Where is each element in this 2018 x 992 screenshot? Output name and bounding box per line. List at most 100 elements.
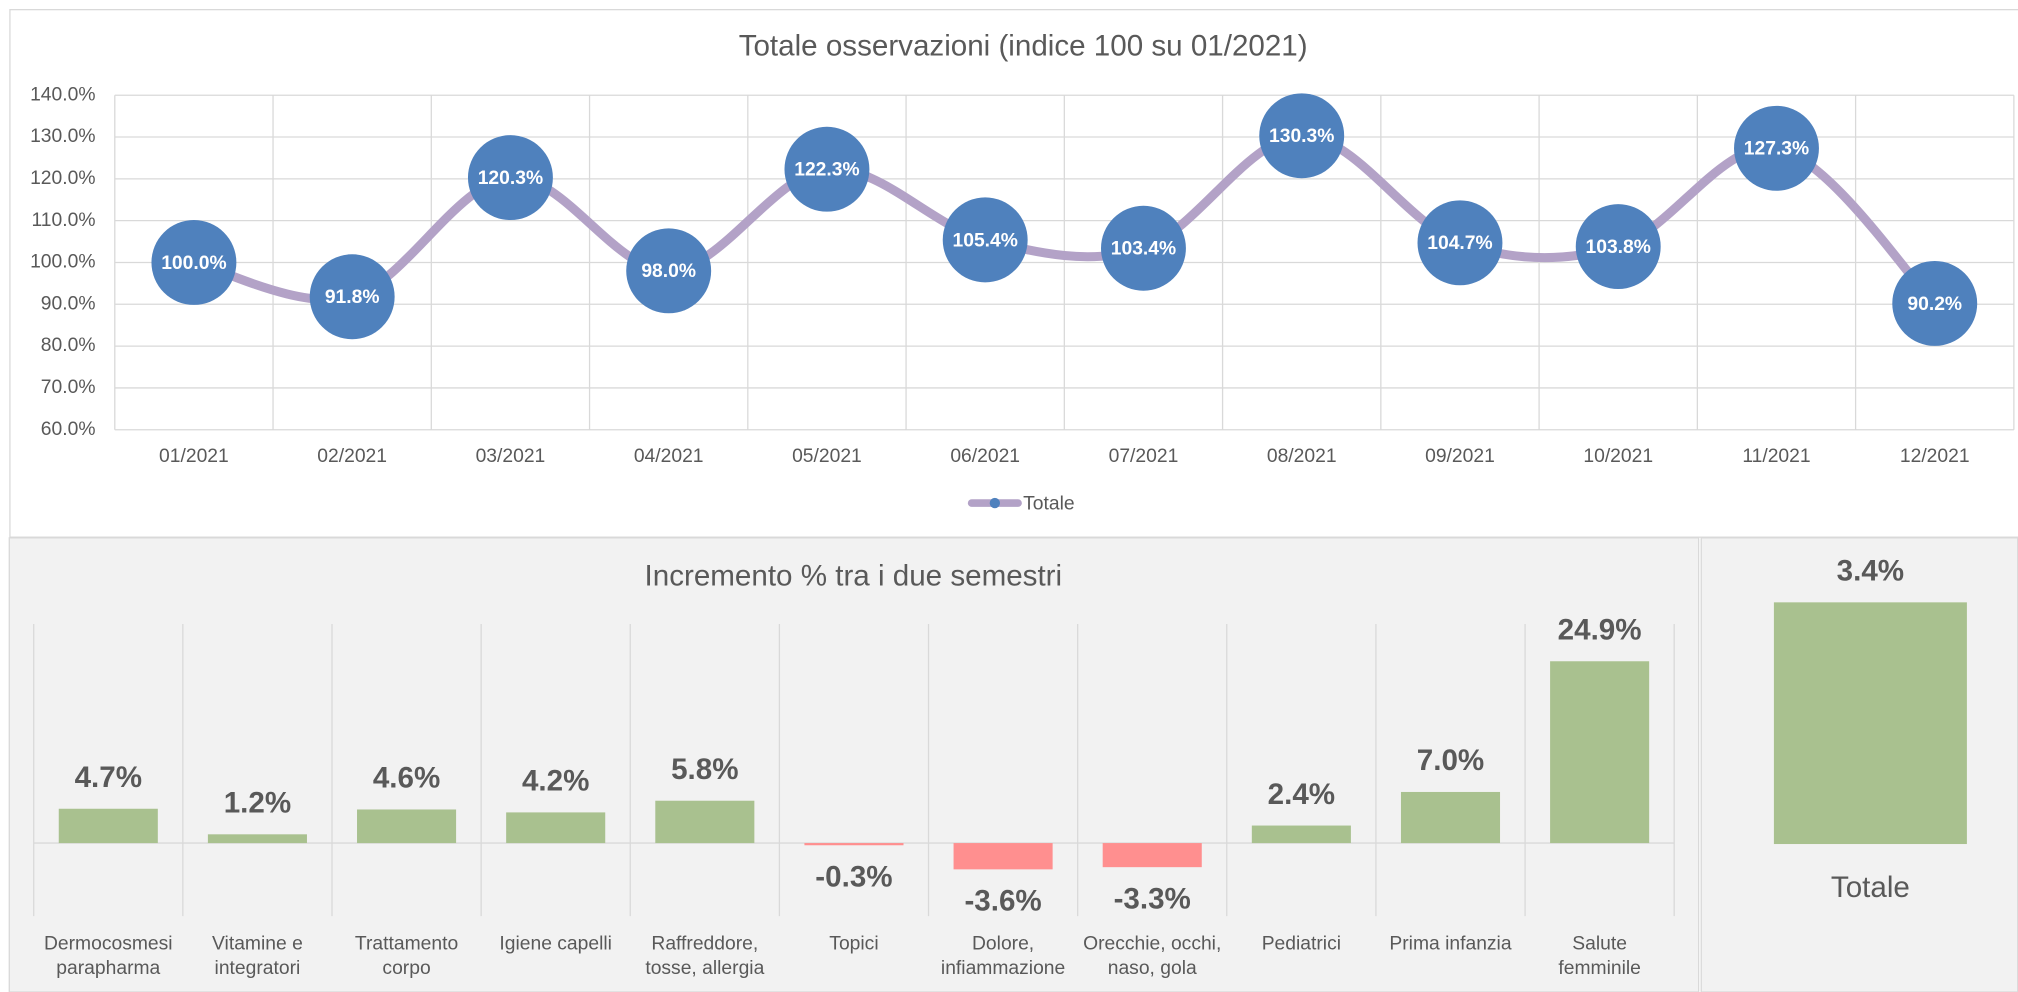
x-tick-label: 09/2021 — [1425, 446, 1495, 467]
label-line: femminile — [1558, 958, 1641, 979]
data-label: 4.2% — [522, 765, 589, 798]
marker — [942, 197, 1028, 283]
chart-title: Totale osservazioni (indice 100 su 01/20… — [739, 29, 1308, 62]
label-line: tosse, allergia — [645, 958, 764, 979]
x-tick-label: Totale — [1831, 871, 1910, 904]
bar — [1251, 825, 1351, 844]
data-label: -0.3% — [815, 861, 892, 894]
bar — [804, 843, 904, 846]
x-tick-label: 01/2021 — [159, 446, 229, 467]
label-line: Pediatrici — [1262, 933, 1341, 954]
data-label: 100.0% — [161, 253, 226, 274]
label-line: Orecchie, occhi, — [1083, 933, 1221, 954]
label-line: integratori — [215, 958, 301, 979]
marker — [784, 126, 870, 212]
label-line: naso, gola — [1108, 958, 1197, 979]
label-line: Dolore, — [972, 933, 1034, 954]
data-label: -3.6% — [964, 885, 1041, 918]
bar-panel — [8, 537, 1700, 992]
data-label: 103.8% — [1586, 237, 1651, 258]
label-line: Prima infanzia — [1389, 933, 1511, 954]
marker — [1892, 260, 1978, 346]
bar — [58, 808, 158, 844]
x-tick-label: Igiene capelli — [499, 933, 612, 954]
marker — [1575, 204, 1661, 290]
y-tick-label: 100.0% — [30, 252, 95, 273]
y-tick-label: 60.0% — [41, 419, 96, 440]
x-tick-label: 02/2021 — [317, 446, 387, 467]
x-tick-label: 12/2021 — [1900, 446, 1970, 467]
data-label: 4.7% — [75, 761, 142, 794]
legend-label: Totale — [1023, 493, 1074, 514]
data-label: 1.2% — [224, 787, 291, 820]
y-tick-label: 110.0% — [32, 210, 96, 231]
data-label: 5.8% — [671, 753, 738, 786]
marker — [309, 254, 395, 340]
label-line: infiammazione — [941, 958, 1065, 979]
x-tick-label: 06/2021 — [950, 446, 1020, 467]
x-tick-label: Salute femminile — [1558, 933, 1641, 978]
y-tick-label: 90.0% — [41, 293, 96, 314]
label-line: Topici — [829, 933, 878, 954]
x-tick-label: 04/2021 — [634, 446, 704, 467]
bar — [1400, 791, 1501, 844]
bar — [655, 800, 755, 844]
x-tick-label: Vitamine e integratori — [212, 933, 303, 978]
label-line: Dermocosmesi — [44, 933, 173, 954]
data-label: -3.3% — [1114, 882, 1191, 915]
marker — [1417, 200, 1503, 286]
y-tick-label: 80.0% — [41, 335, 96, 356]
y-tick-label: 130.0% — [30, 126, 95, 147]
data-label: 2.4% — [1268, 778, 1335, 811]
data-label: 130.3% — [1269, 126, 1334, 147]
data-label: 3.4% — [1837, 555, 1904, 588]
data-label: 4.6% — [373, 762, 440, 795]
y-tick-label: 70.0% — [41, 377, 96, 398]
x-tick-label: Raffreddore, tosse, allergia — [645, 933, 764, 978]
data-label: 103.4% — [1111, 239, 1176, 260]
label-line: Trattamento — [355, 933, 458, 954]
data-label: 122.3% — [794, 160, 859, 181]
marker — [467, 135, 553, 221]
bar — [1773, 602, 1967, 845]
data-label: 90.2% — [1907, 294, 1962, 315]
x-tick-label: Pediatrici — [1262, 933, 1341, 954]
x-tick-label: 11/2021 — [1742, 446, 1810, 467]
bar — [207, 834, 307, 844]
x-tick-label: 03/2021 — [476, 446, 546, 467]
legend-marker — [989, 497, 1000, 509]
bar — [506, 812, 606, 844]
x-tick-label: 05/2021 — [792, 446, 862, 467]
x-tick-label: Orecchie, occhi, naso, gola — [1083, 933, 1221, 978]
x-tick-label: 08/2021 — [1267, 446, 1337, 467]
marker — [1100, 205, 1186, 291]
x-tick-label: Dolore, infiammazione — [941, 933, 1065, 978]
chart-title: Incremento % tra i due semestri — [645, 560, 1063, 593]
data-label: 127.3% — [1744, 139, 1809, 160]
data-label: 91.8% — [325, 287, 380, 308]
data-label: 98.0% — [641, 261, 696, 282]
bar — [953, 843, 1053, 870]
marker — [1734, 105, 1819, 191]
marker — [626, 228, 712, 314]
label-line: Salute — [1572, 933, 1627, 954]
data-label: 7.0% — [1417, 744, 1484, 777]
bar — [1550, 661, 1650, 844]
label-line: corpo — [382, 958, 430, 979]
data-label: 104.7% — [1427, 233, 1492, 254]
bar — [1102, 843, 1202, 868]
x-tick-label: Trattamento corpo — [355, 933, 458, 978]
data-label: 24.9% — [1558, 613, 1642, 646]
bar — [357, 809, 457, 844]
x-tick-label: Prima infanzia — [1389, 933, 1511, 954]
label-line: parapharma — [56, 958, 160, 979]
label-line: Igiene capelli — [499, 933, 612, 954]
marker — [151, 220, 237, 305]
x-tick-label: 10/2021 — [1583, 446, 1653, 467]
label-line: Raffreddore, — [651, 933, 758, 954]
marker — [1259, 93, 1345, 179]
data-label: 105.4% — [952, 230, 1017, 251]
y-tick-label: 140.0% — [30, 84, 95, 105]
